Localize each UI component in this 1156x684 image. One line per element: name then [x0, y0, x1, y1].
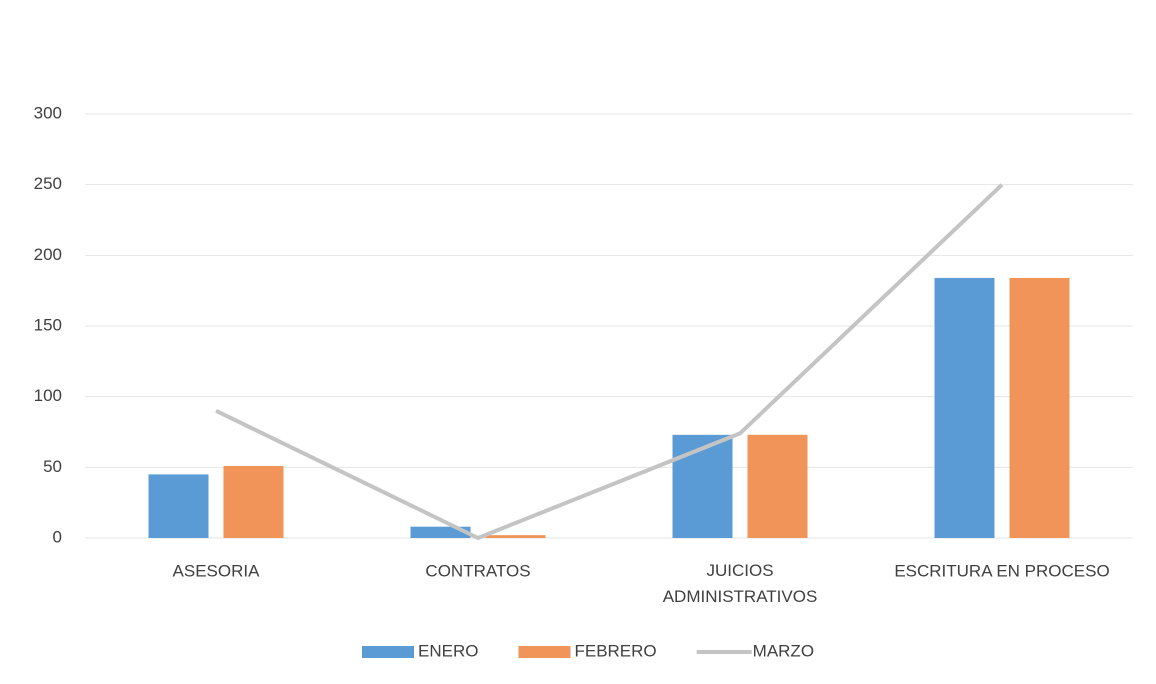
bar	[410, 526, 471, 538]
bar	[485, 535, 546, 538]
y-tick-label: 0	[53, 527, 62, 546]
bar	[148, 474, 209, 538]
line-series	[215, 183, 1004, 540]
legend-label: ENERO	[418, 641, 478, 660]
y-tick-label: 150	[34, 315, 62, 334]
legend-swatch	[362, 646, 414, 658]
bar	[747, 434, 808, 538]
y-tick-label: 200	[34, 245, 62, 264]
x-tick-label: JUICIOS ADMINISTRATIVOS	[663, 561, 818, 606]
y-tick-label: 300	[34, 103, 62, 122]
bar	[223, 465, 284, 538]
y-tick-label: 50	[43, 457, 62, 476]
legend-swatch	[518, 646, 571, 658]
x-tick-label: CONTRATOS	[425, 561, 530, 580]
legend-label: FEBRERO	[574, 641, 656, 660]
x-tick-label: ESCRITURA EN PROCESO	[894, 561, 1109, 580]
y-tick-label: 250	[34, 174, 62, 193]
y-tick-label: 100	[34, 386, 62, 405]
bar	[1009, 277, 1070, 538]
x-tick-label: ASESORIA	[173, 561, 261, 580]
bar	[934, 277, 995, 538]
bar	[672, 434, 733, 538]
legend-label: MARZO	[753, 641, 814, 660]
